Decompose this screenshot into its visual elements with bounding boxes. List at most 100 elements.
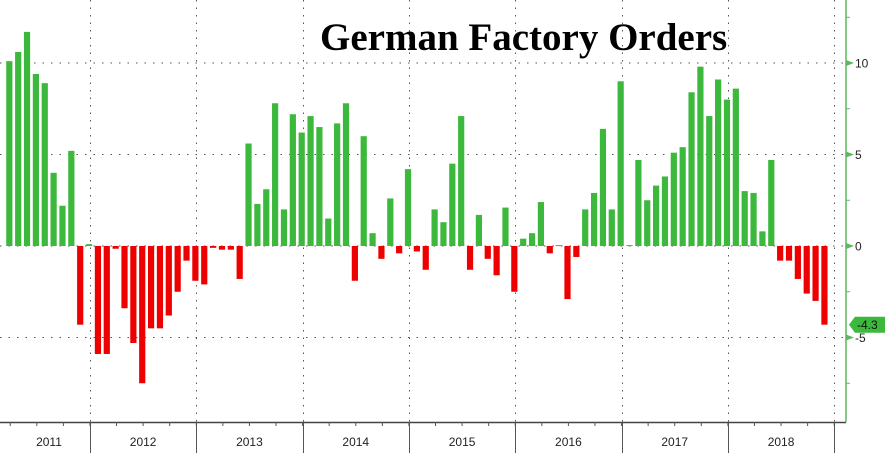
bar [440, 222, 447, 246]
bar [112, 246, 119, 249]
y-tick-marker [846, 151, 854, 158]
bar [458, 116, 465, 246]
bar [564, 246, 571, 300]
bar [298, 132, 305, 246]
y-tick-marker [846, 60, 854, 66]
bar [192, 246, 199, 281]
bar [147, 246, 155, 329]
bar [165, 246, 172, 316]
bar [732, 88, 739, 247]
bar [280, 209, 288, 246]
bar [351, 246, 358, 281]
bar [768, 159, 775, 246]
bar [653, 185, 660, 246]
bar [723, 99, 731, 246]
bar [15, 52, 22, 246]
bar [23, 31, 31, 246]
bar [59, 205, 66, 246]
y-tick-label: 10 [855, 57, 869, 71]
bar [325, 218, 332, 246]
y-axis: 10 5 0 -5-4.3 [845, 0, 885, 422]
bar [6, 61, 13, 246]
bar [697, 66, 704, 246]
bar [218, 246, 226, 250]
bar [369, 233, 376, 246]
bar [342, 103, 350, 246]
bar [272, 103, 279, 246]
bar [502, 207, 509, 246]
y-tick-marker [846, 334, 854, 341]
bar [715, 79, 722, 246]
bar [582, 209, 589, 246]
bar [759, 231, 766, 246]
x-tick-label: 2015 [449, 435, 476, 449]
bar [236, 246, 243, 279]
x-tick-label: 2012 [130, 435, 157, 449]
bar [68, 150, 75, 246]
bar [431, 209, 438, 246]
bar [537, 202, 545, 246]
bar [635, 159, 642, 246]
bar [484, 246, 491, 259]
bar [387, 198, 394, 246]
bar [183, 246, 190, 261]
bar [617, 81, 624, 246]
bar [688, 92, 695, 246]
bar [520, 238, 527, 246]
bar [750, 192, 757, 246]
bar [785, 246, 793, 261]
x-tick-label: 2016 [555, 435, 582, 449]
bar [573, 246, 580, 257]
x-tick-label: 2013 [236, 435, 263, 449]
last-value-label: -4.3 [857, 318, 878, 332]
bar [670, 152, 677, 246]
bar [254, 203, 261, 246]
bar [245, 143, 252, 246]
bar [590, 192, 598, 246]
bar [316, 127, 323, 246]
bars [6, 31, 828, 384]
bar [812, 246, 819, 301]
bar [210, 246, 217, 248]
bar [546, 246, 553, 254]
bar [77, 246, 84, 325]
x-tick-label: 2018 [768, 435, 795, 449]
bar [706, 116, 713, 246]
bar [94, 246, 102, 354]
bar [661, 176, 669, 246]
bar [528, 233, 536, 246]
bar [599, 128, 607, 246]
bar [449, 163, 456, 246]
bar [803, 246, 810, 294]
x-tick-label: 2011 [36, 435, 62, 449]
y-tick-label: 0 [855, 240, 862, 254]
bar [821, 246, 828, 325]
bar [307, 116, 314, 246]
bar [626, 245, 633, 247]
bar [130, 246, 137, 343]
bar [422, 246, 429, 270]
bar [227, 246, 234, 250]
bar [741, 191, 748, 246]
y-tick-label: 5 [855, 148, 862, 162]
bar [413, 246, 420, 252]
bar [334, 123, 341, 246]
bar [139, 246, 146, 384]
bar [493, 246, 500, 276]
bar [121, 246, 128, 309]
bar [466, 246, 474, 270]
bar [794, 246, 801, 279]
bar [360, 136, 367, 246]
bar [475, 214, 482, 246]
bar [32, 73, 39, 246]
x-tick-label: 2017 [661, 435, 688, 449]
bar [103, 246, 110, 354]
bar [404, 169, 412, 246]
y-tick-marker [846, 243, 854, 249]
x-axis: 2011 2012 2013 2014 2015 2016 2017 2018 [0, 421, 846, 453]
chart-title: German Factory Orders [320, 16, 727, 59]
bar [50, 172, 57, 246]
bar [555, 245, 562, 247]
bar [608, 209, 615, 246]
